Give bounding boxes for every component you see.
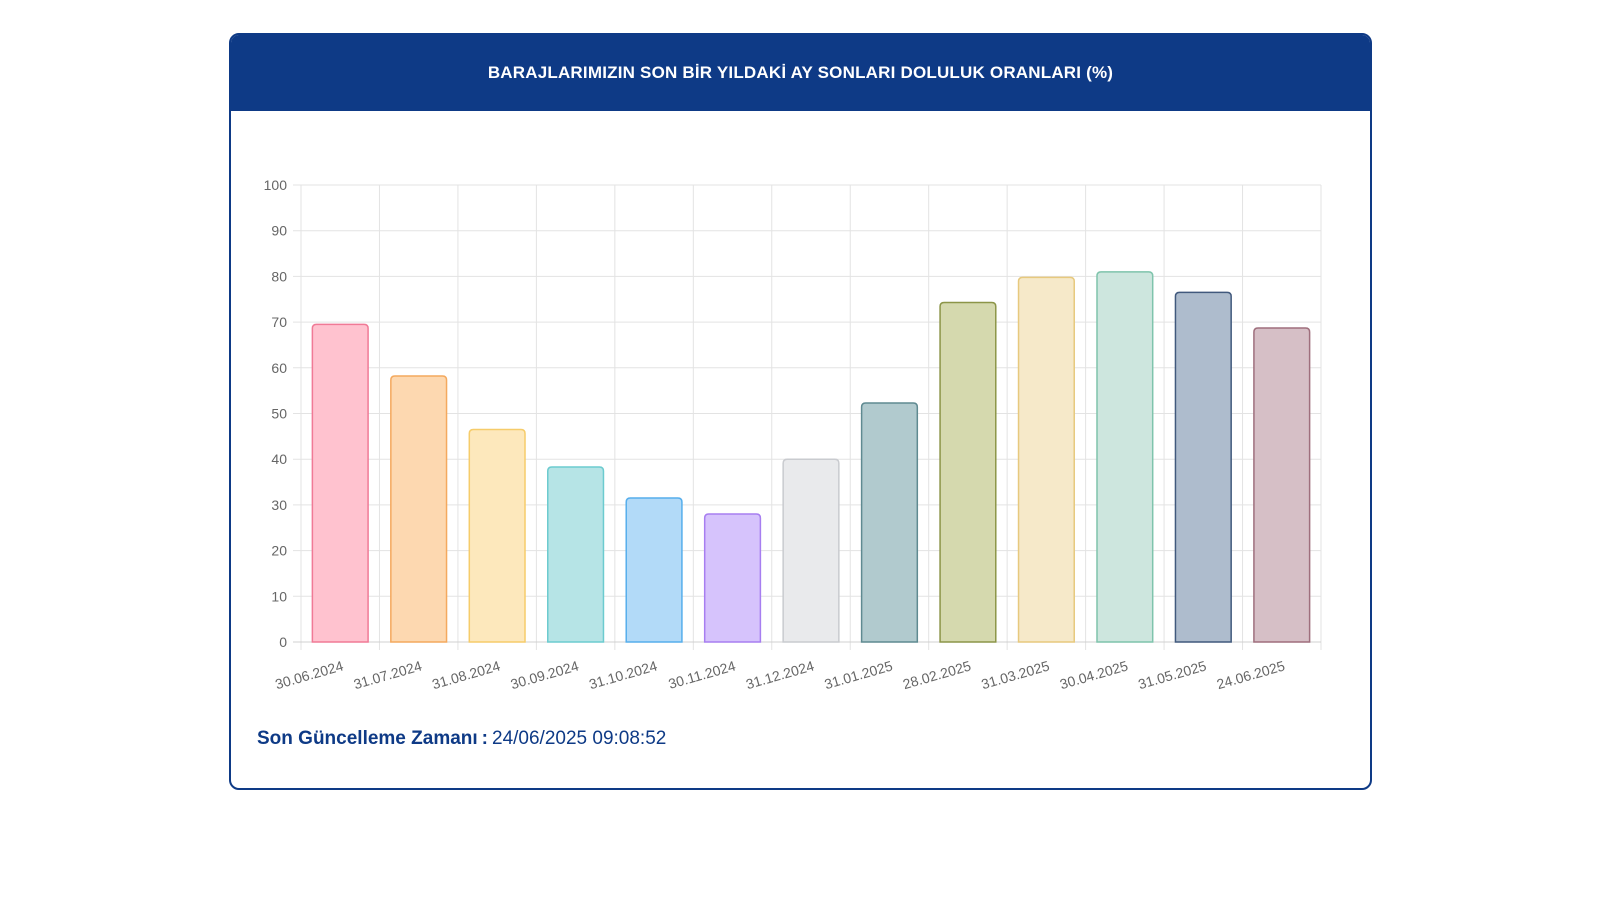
bar[interactable] xyxy=(1174,291,1232,643)
bar[interactable] xyxy=(1096,271,1154,643)
bar[interactable] xyxy=(390,375,448,643)
chart-title: BARAJLARIMIZIN SON BİR YILDAKİ AY SONLAR… xyxy=(487,63,1114,82)
bar[interactable] xyxy=(860,402,919,643)
x-tick-label: 31.08.2024 xyxy=(430,657,502,692)
bar[interactable] xyxy=(547,466,605,643)
y-tick-label: 90 xyxy=(271,223,287,239)
x-tick-label: 28.02.2025 xyxy=(901,657,973,692)
bar[interactable] xyxy=(311,323,369,643)
y-tick-label: 70 xyxy=(271,314,287,330)
x-tick-label: 30.09.2024 xyxy=(509,657,581,692)
last-update: Son Güncelleme Zamanı:24/06/2025 09:08:5… xyxy=(257,728,666,750)
x-tick-label: 30.06.2024 xyxy=(273,657,345,692)
y-axis-ticks: 0 10 20 30 40 50 60 70 80 90 100 xyxy=(264,177,288,650)
x-tick-label: 24.06.2025 xyxy=(1215,657,1287,692)
x-axis-ticks: 30.06.2024 31.07.2024 31.08.2024 30.09.2024… xyxy=(273,657,1287,692)
x-tick-label: 31.10.2024 xyxy=(587,657,659,692)
y-tick-label: 80 xyxy=(271,268,287,284)
x-tick-label: 30.04.2025 xyxy=(1058,657,1130,692)
bar[interactable] xyxy=(468,428,526,643)
card-header: BARAJLARIMIZIN SON BİR YILDAKİ AY SONLAR… xyxy=(231,35,1370,111)
y-tick-label: 0 xyxy=(279,634,287,650)
bar-layer xyxy=(311,271,1311,643)
y-tick-label: 50 xyxy=(271,406,287,422)
x-tick-label: 30.11.2024 xyxy=(667,657,738,691)
y-tick-label: 60 xyxy=(271,360,287,376)
bar[interactable] xyxy=(1017,276,1075,643)
bar[interactable] xyxy=(782,458,840,643)
last-update-value: 24/06/2025 09:08:52 xyxy=(492,728,667,749)
y-tick-label: 30 xyxy=(271,497,287,513)
bar-chart: 0 10 20 30 40 50 60 70 80 90 100 30.06.2024 31.07.2… xyxy=(264,177,1322,692)
y-tick-label: 20 xyxy=(271,543,287,559)
y-tick-label: 100 xyxy=(264,177,288,193)
bar[interactable] xyxy=(703,513,762,643)
bar[interactable] xyxy=(1253,327,1311,643)
grid-layer xyxy=(293,184,1322,650)
bar[interactable] xyxy=(625,497,683,643)
y-tick-label: 40 xyxy=(271,451,287,467)
x-tick-label: 31.01.2025 xyxy=(823,657,895,692)
bar[interactable] xyxy=(939,301,997,643)
x-tick-label: 31.07.2024 xyxy=(352,657,424,692)
last-update-separator: : xyxy=(481,728,488,749)
x-tick-label: 31.03.2025 xyxy=(979,657,1051,692)
x-tick-label: 31.12.2024 xyxy=(744,657,816,692)
y-tick-label: 10 xyxy=(271,588,287,604)
last-update-label: Son Güncelleme Zamanı xyxy=(257,728,478,749)
chart-area: 0 10 20 30 40 50 60 70 80 90 100 30.06.2024 31.07.2… xyxy=(231,111,1370,711)
chart-card: BARAJLARIMIZIN SON BİR YILDAKİ AY SONLAR… xyxy=(229,33,1372,790)
x-tick-label: 31.05.2025 xyxy=(1136,657,1208,692)
